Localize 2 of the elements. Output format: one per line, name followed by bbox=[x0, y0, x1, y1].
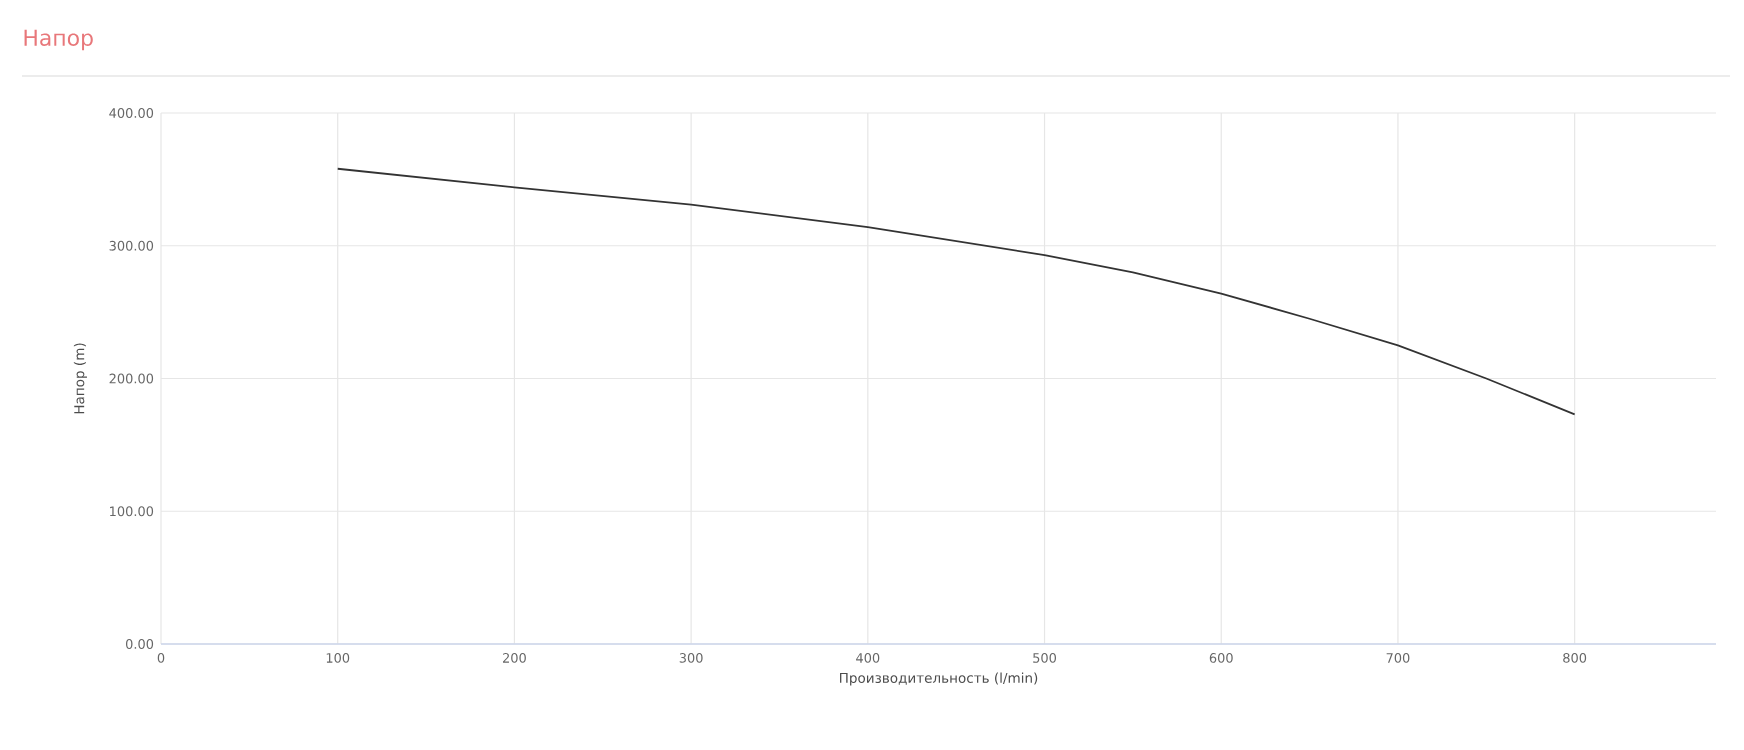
chart-title: Напор bbox=[24, 29, 93, 51]
line-series bbox=[336, 167, 1576, 416]
